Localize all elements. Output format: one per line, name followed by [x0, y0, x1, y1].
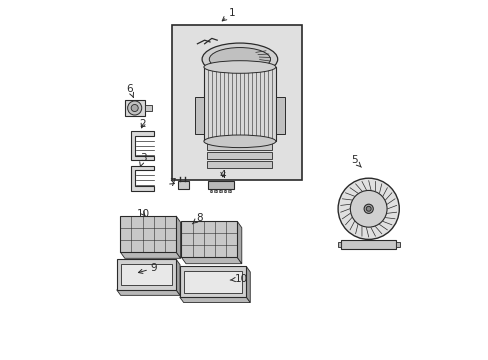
Ellipse shape: [203, 61, 275, 73]
Text: 10: 10: [137, 209, 150, 219]
Bar: [120, 216, 176, 252]
Bar: [178, 181, 188, 189]
Polygon shape: [181, 257, 241, 264]
Bar: [121, 264, 171, 285]
Circle shape: [337, 178, 399, 239]
Bar: [203, 67, 275, 141]
Bar: [209, 190, 212, 192]
Polygon shape: [176, 216, 180, 258]
Bar: [275, 97, 285, 134]
Circle shape: [127, 101, 142, 115]
Bar: [183, 271, 242, 293]
Text: 3: 3: [140, 153, 146, 167]
Text: 10: 10: [230, 274, 247, 284]
Ellipse shape: [202, 43, 277, 76]
Text: 5: 5: [350, 155, 361, 167]
Ellipse shape: [203, 135, 275, 148]
Bar: [181, 221, 237, 257]
Bar: [207, 152, 272, 159]
Bar: [207, 161, 272, 168]
Bar: [195, 97, 203, 134]
Text: 1: 1: [222, 8, 235, 21]
Bar: [117, 259, 176, 290]
Text: 4: 4: [219, 170, 226, 180]
Text: 7: 7: [169, 178, 176, 188]
Bar: [219, 190, 221, 192]
Polygon shape: [176, 259, 180, 295]
Bar: [337, 242, 341, 247]
Circle shape: [131, 104, 138, 112]
Polygon shape: [246, 266, 250, 302]
Text: 9: 9: [138, 263, 157, 273]
Bar: [172, 25, 302, 180]
Polygon shape: [179, 297, 250, 302]
Circle shape: [366, 206, 370, 211]
Polygon shape: [131, 131, 154, 160]
Bar: [207, 143, 272, 150]
Bar: [223, 190, 226, 192]
Text: 6: 6: [126, 84, 133, 97]
Ellipse shape: [209, 48, 270, 71]
FancyBboxPatch shape: [124, 100, 144, 116]
Bar: [144, 105, 152, 111]
Text: 8: 8: [192, 213, 203, 224]
Text: 2: 2: [140, 119, 146, 129]
Circle shape: [349, 190, 386, 227]
Bar: [179, 266, 246, 297]
Bar: [341, 240, 395, 249]
Polygon shape: [131, 166, 154, 191]
Bar: [208, 181, 233, 189]
Bar: [395, 242, 399, 247]
Bar: [228, 190, 230, 192]
Polygon shape: [120, 252, 180, 258]
Polygon shape: [237, 221, 241, 264]
Circle shape: [364, 204, 372, 213]
Bar: [214, 190, 217, 192]
Polygon shape: [117, 290, 180, 295]
